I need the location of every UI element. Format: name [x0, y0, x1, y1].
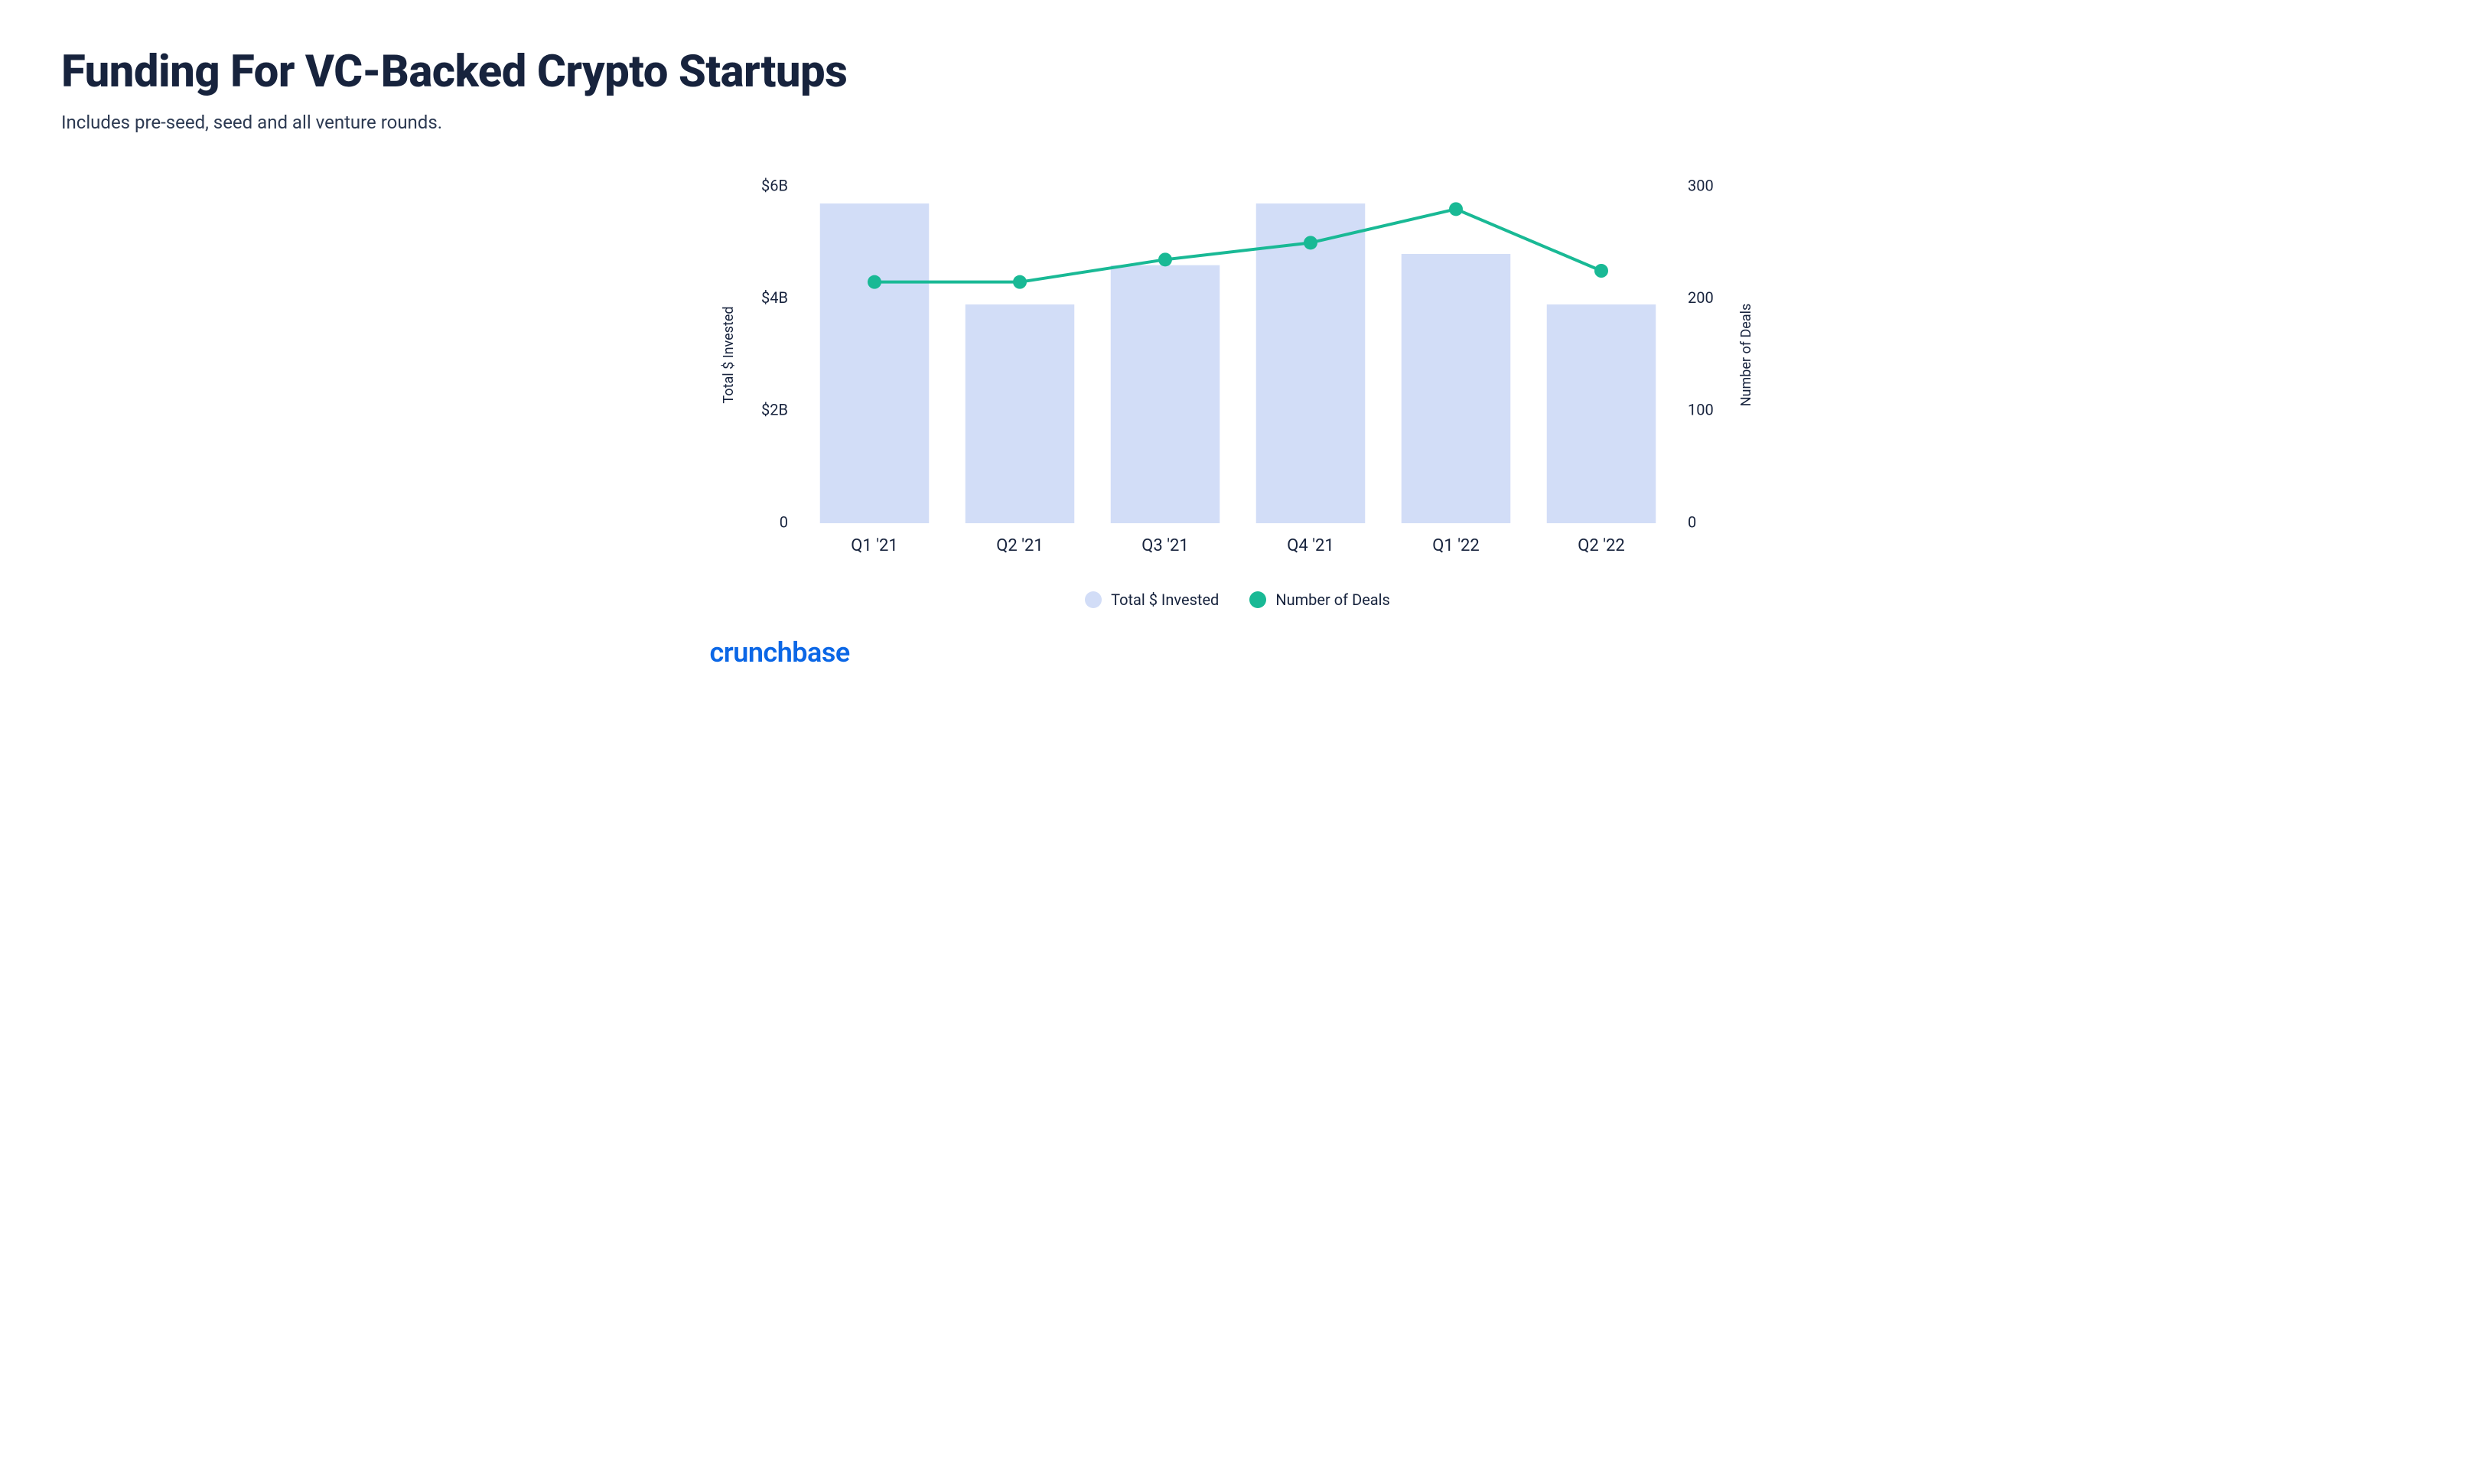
category-label: Q3 '21 [1141, 536, 1189, 555]
category-label: Q1 '21 [851, 536, 898, 555]
y-right-tick-label: 200 [1688, 288, 1714, 307]
line-marker [868, 275, 881, 289]
bar [1255, 203, 1365, 523]
bar [965, 304, 1074, 523]
legend-label-invested: Total $ Invested [1111, 591, 1219, 609]
chart-subtitle: Includes pre-seed, seed and all venture … [61, 112, 2414, 133]
line-marker [1449, 202, 1463, 216]
bar [1401, 254, 1510, 523]
bar [819, 203, 929, 523]
category-label: Q4 '21 [1287, 536, 1334, 555]
legend-dot-invested [1085, 591, 1102, 608]
y-left-tick-label: $6B [761, 176, 788, 194]
legend: Total $ Invested Number of Deals [710, 591, 1766, 609]
y-left-axis-title: Total $ Invested [721, 306, 737, 403]
y-left-tick-label: $4B [761, 288, 788, 307]
brand-logo: crunchbase [710, 636, 1766, 669]
legend-item-deals: Number of Deals [1249, 591, 1390, 609]
line-marker [1158, 252, 1172, 266]
bar [1546, 304, 1656, 523]
category-label: Q2 '21 [996, 536, 1044, 555]
line-marker [1013, 275, 1027, 289]
combo-chart: 0 $2B $4B $6B 0 100 200 300 Q1 '21 Q2 '21 Q3 '21 Q4… [710, 171, 1766, 569]
y-left-tick-label: 0 [779, 513, 787, 531]
legend-item-invested: Total $ Invested [1085, 591, 1219, 609]
y-right-tick-label: 0 [1688, 513, 1696, 531]
legend-dot-deals [1249, 591, 1266, 608]
y-left-tick-label: $2B [761, 401, 788, 419]
y-right-axis-title: Number of Deals [1738, 304, 1754, 407]
bar [1110, 265, 1220, 523]
legend-label-deals: Number of Deals [1275, 591, 1390, 609]
category-label: Q1 '22 [1432, 536, 1480, 555]
line-marker [1304, 236, 1317, 249]
y-right-tick-label: 100 [1688, 401, 1714, 419]
category-label: Q2 '22 [1578, 536, 1625, 555]
line-marker [1594, 264, 1608, 278]
y-right-tick-label: 300 [1688, 176, 1714, 194]
chart-title: Funding For VC-Backed Crypto Startups [61, 46, 2414, 98]
chart-container: 0 $2B $4B $6B 0 100 200 300 Q1 '21 Q2 '21 Q3 '21 Q4… [710, 171, 1766, 669]
